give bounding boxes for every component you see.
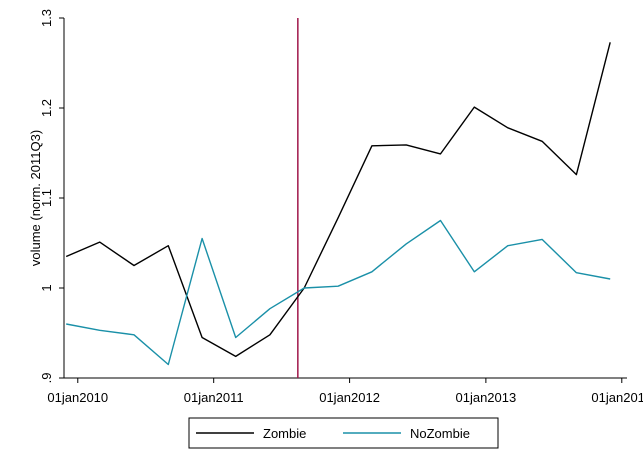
plot-area: .9 1 1.1 1.2 1.3 01jan2010 01jan2011 01jan2012… (39, 9, 643, 405)
y-tick-label: 1 (39, 284, 54, 291)
x-tick-label: 01jan2012 (319, 390, 380, 405)
y-tick-label: 1.3 (39, 9, 54, 27)
y-tick-label: 1.2 (39, 99, 54, 117)
y-axis-ticks: .9 1 1.1 1.2 1.3 (39, 9, 64, 383)
y-tick-label: 1.1 (39, 189, 54, 207)
y-tick-label: .9 (39, 373, 54, 384)
series-layer (65, 42, 611, 366)
x-tick-label: 01jan2014 (591, 390, 643, 405)
x-tick-label: 01jan2013 (456, 390, 517, 405)
series-line-nozombie (66, 219, 611, 366)
legend: Zombie NoZombie (188, 417, 499, 449)
legend-label-nozombie: NoZombie (410, 426, 470, 441)
x-axis-ticks: 01jan2010 01jan2011 01jan2012 01jan2013 01ja… (47, 378, 643, 405)
x-tick-label: 01jan2010 (47, 390, 108, 405)
legend-label-zombie: Zombie (263, 426, 306, 441)
y-axis-title: volume (norm. 2011Q3) (28, 130, 43, 266)
series-line-zombie (65, 42, 611, 358)
legend-items: Zombie NoZombie (196, 426, 470, 441)
x-tick-label: 01jan2011 (184, 390, 244, 405)
